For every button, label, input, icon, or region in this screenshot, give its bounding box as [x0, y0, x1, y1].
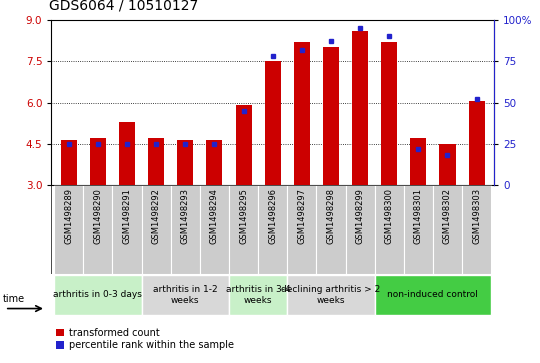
- Bar: [287, 275, 375, 315]
- Bar: [440, 144, 456, 185]
- Bar: [200, 185, 229, 274]
- Bar: [229, 185, 258, 274]
- Bar: [119, 122, 135, 185]
- Text: GSM1498297: GSM1498297: [298, 188, 306, 244]
- Bar: [141, 185, 171, 274]
- Bar: [433, 185, 462, 274]
- Bar: [61, 140, 77, 185]
- Text: GSM1498299: GSM1498299: [356, 188, 364, 244]
- Bar: [258, 185, 287, 274]
- Text: declining arthritis > 2
weeks: declining arthritis > 2 weeks: [281, 285, 381, 305]
- Text: GDS6064 / 10510127: GDS6064 / 10510127: [49, 0, 198, 13]
- Bar: [410, 138, 427, 185]
- Text: GSM1498303: GSM1498303: [472, 188, 481, 244]
- Text: GSM1498296: GSM1498296: [268, 188, 277, 244]
- Bar: [346, 185, 375, 274]
- Bar: [381, 42, 397, 185]
- Legend: transformed count, percentile rank within the sample: transformed count, percentile rank withi…: [56, 328, 234, 350]
- Bar: [287, 185, 316, 274]
- Bar: [404, 185, 433, 274]
- Bar: [469, 101, 484, 185]
- Bar: [90, 138, 106, 185]
- Text: GSM1498292: GSM1498292: [152, 188, 161, 244]
- Bar: [265, 61, 281, 185]
- Text: GSM1498294: GSM1498294: [210, 188, 219, 244]
- Text: arthritis in 3-4
weeks: arthritis in 3-4 weeks: [226, 285, 291, 305]
- Bar: [352, 31, 368, 185]
- Bar: [54, 275, 141, 315]
- Bar: [375, 275, 491, 315]
- Bar: [54, 185, 83, 274]
- Bar: [462, 185, 491, 274]
- Bar: [235, 105, 252, 185]
- Text: GSM1498291: GSM1498291: [123, 188, 132, 244]
- Bar: [206, 140, 222, 185]
- Bar: [316, 185, 346, 274]
- Bar: [83, 185, 112, 274]
- Text: GSM1498301: GSM1498301: [414, 188, 423, 244]
- Text: GSM1498302: GSM1498302: [443, 188, 452, 244]
- Bar: [375, 185, 404, 274]
- Bar: [323, 48, 339, 185]
- Bar: [112, 185, 141, 274]
- Text: arthritis in 0-3 days: arthritis in 0-3 days: [53, 290, 143, 299]
- Bar: [171, 185, 200, 274]
- Bar: [294, 42, 310, 185]
- Text: GSM1498298: GSM1498298: [327, 188, 335, 244]
- Text: time: time: [3, 294, 25, 305]
- Text: GSM1498290: GSM1498290: [93, 188, 103, 244]
- Bar: [229, 275, 287, 315]
- Bar: [177, 140, 193, 185]
- Text: GSM1498295: GSM1498295: [239, 188, 248, 244]
- Text: GSM1498293: GSM1498293: [181, 188, 190, 244]
- Text: GSM1498300: GSM1498300: [384, 188, 394, 244]
- Text: GSM1498289: GSM1498289: [64, 188, 73, 244]
- Text: non-induced control: non-induced control: [388, 290, 478, 299]
- Text: arthritis in 1-2
weeks: arthritis in 1-2 weeks: [153, 285, 218, 305]
- Bar: [141, 275, 229, 315]
- Bar: [148, 138, 164, 185]
